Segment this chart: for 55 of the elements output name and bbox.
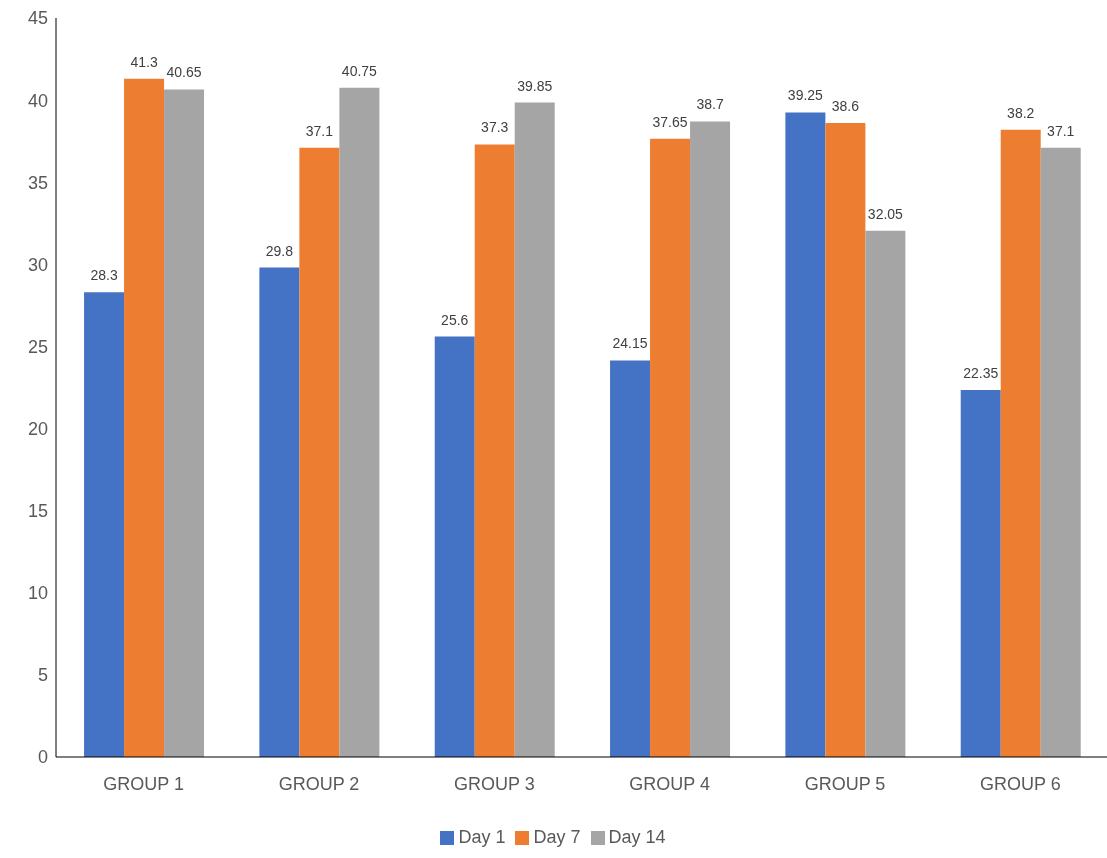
data-label: 24.15: [612, 335, 648, 352]
data-label: 39.25: [787, 87, 824, 104]
bar: [610, 360, 651, 757]
data-label: 38.2: [1007, 104, 1035, 121]
y-tick-label: 10: [27, 583, 48, 604]
data-label: 40.75: [341, 62, 378, 79]
data-label: 38.7: [696, 96, 724, 113]
y-tick-label: 20: [27, 418, 48, 439]
x-tick-label: GROUP 3: [453, 773, 535, 794]
bar: [84, 292, 125, 757]
bar: [690, 121, 731, 757]
data-label: 38.6: [831, 98, 860, 115]
x-tick-label: GROUP 2: [278, 773, 360, 794]
data-label: 37.1: [305, 122, 334, 139]
y-tick-label: 45: [27, 8, 48, 29]
y-tick-label: 15: [27, 501, 48, 522]
data-label: 25.6: [441, 311, 469, 328]
legend-label: Day 1: [458, 827, 506, 847]
bar: [299, 147, 340, 757]
x-tick-label: GROUP 6: [979, 773, 1061, 794]
data-label: 39.85: [517, 77, 553, 94]
bar: [474, 144, 515, 757]
bar: [960, 389, 1001, 757]
y-tick-label: 5: [37, 665, 48, 686]
y-tick-label: 25: [27, 336, 48, 357]
data-label: 29.8: [265, 242, 294, 259]
legend-label: Day 14: [608, 827, 666, 847]
bar: [259, 267, 300, 757]
x-tick-label: GROUP 1: [103, 773, 185, 794]
x-tick-label: GROUP 5: [804, 773, 886, 794]
y-tick-label: 30: [27, 254, 48, 275]
data-label: 40.65: [166, 64, 202, 81]
y-tick-label: 0: [37, 747, 48, 768]
y-tick-label: 35: [27, 172, 48, 193]
legend-label: Day 7: [533, 827, 581, 847]
x-tick-label: GROUP 4: [629, 773, 711, 794]
bar: [650, 138, 691, 757]
data-label: 32.05: [867, 205, 904, 222]
y-tick-label: 40: [27, 90, 48, 111]
bar: [434, 336, 475, 757]
data-label: 37.1: [1047, 122, 1075, 139]
bar: [865, 230, 906, 757]
bar: [1000, 129, 1041, 757]
bar: [1040, 147, 1081, 757]
data-label: 37.3: [481, 119, 509, 136]
bar: [164, 89, 205, 757]
data-label: 22.35: [963, 364, 999, 381]
bar: [785, 112, 826, 757]
data-label: 37.65: [652, 113, 688, 130]
bar: [825, 123, 866, 757]
bar: [124, 78, 165, 757]
bar: [339, 87, 380, 757]
data-label: 28.3: [90, 267, 118, 284]
bar: [514, 102, 555, 757]
data-label: 41.3: [130, 53, 158, 70]
